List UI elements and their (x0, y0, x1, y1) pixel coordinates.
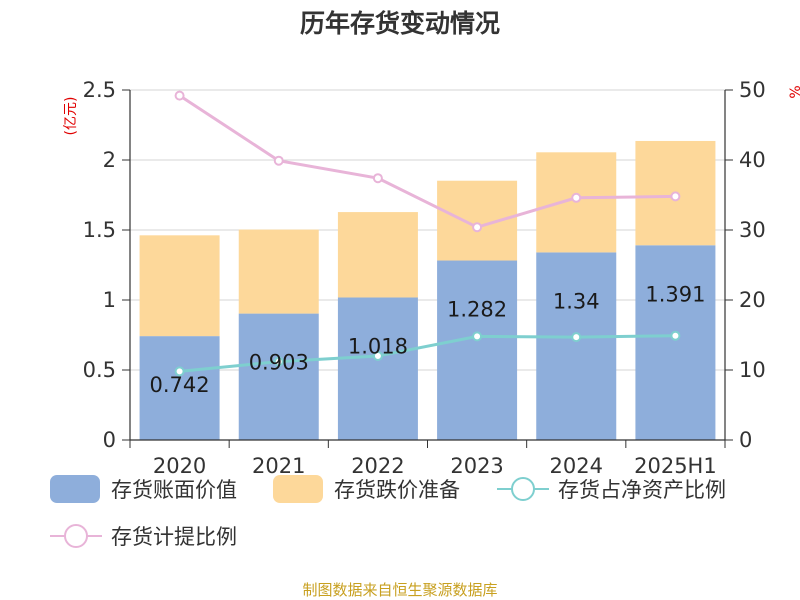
legend-label: 存货跌价准备 (334, 478, 460, 502)
left-tick-label: 0.5 (83, 358, 116, 382)
series-point (670, 191, 681, 202)
left-tick-label: 0 (103, 428, 116, 452)
source-note: 制图数据来自恒生聚源数据库 (302, 581, 497, 599)
left-axis-unit: (亿元) (63, 97, 79, 136)
right-tick-label: 20 (739, 288, 766, 312)
axes: 0 0.5 1 1.5 2 2.5 0 10 20 30 40 50 2020 2021 2022 2023 2… (83, 78, 766, 478)
right-tick-label: 0 (739, 428, 752, 452)
bar-segment (238, 229, 319, 314)
bar-segment (139, 336, 220, 440)
left-tick-label: 1 (103, 288, 116, 312)
bar-data-label: 0.903 (249, 351, 309, 375)
x-tick-label: 2020 (153, 454, 206, 478)
series-point (472, 331, 483, 342)
series-point (571, 332, 582, 343)
left-tick-label: 2.5 (83, 78, 116, 102)
series-point (174, 90, 185, 101)
bar-segment (536, 252, 617, 440)
series-point (174, 366, 185, 377)
bar-segment (139, 235, 220, 337)
chart-title: 历年存货变动情况 (300, 9, 500, 38)
bar-segment (437, 180, 518, 261)
right-tick-label: 10 (739, 358, 766, 382)
x-tick-label: 2024 (550, 454, 603, 478)
right-tick-label: 40 (739, 148, 766, 172)
series-point (372, 351, 383, 361)
bar-segment (437, 260, 518, 440)
x-tick-label: 2025H1 (634, 454, 717, 478)
bar-data-label: 1.391 (645, 282, 705, 306)
legend-marker (64, 524, 88, 548)
bar-layer (139, 140, 716, 440)
bar-segment (635, 245, 716, 440)
bar-segment (337, 212, 418, 298)
series-point (472, 222, 483, 233)
right-tick-label: 30 (739, 218, 766, 242)
legend-label: 存货占净资产比例 (558, 478, 726, 502)
bar-data-label: 1.34 (553, 289, 600, 313)
bar-segment (238, 313, 319, 440)
right-axis-unit: % (788, 85, 800, 98)
x-tick-label: 2022 (351, 454, 404, 478)
legend-marker (511, 477, 535, 501)
x-tick-label: 2023 (450, 454, 503, 478)
left-tick-label: 2 (103, 148, 116, 172)
legend-label: 存货账面价值 (111, 478, 237, 502)
series-line (179, 334, 676, 373)
legend-swatch (50, 475, 100, 503)
legend-label: 存货计提比例 (111, 525, 237, 549)
x-tick-label: 2021 (252, 454, 305, 478)
bar-data-label: 1.282 (447, 298, 507, 322)
legend-swatch (273, 475, 323, 503)
right-tick-label: 50 (739, 78, 766, 102)
series-line (178, 94, 676, 229)
series-point (372, 173, 383, 184)
left-tick-label: 1.5 (83, 218, 116, 242)
bar-data-label: 1.018 (348, 334, 408, 358)
gridlines (130, 89, 725, 371)
series-point (571, 192, 582, 203)
series-point (273, 155, 284, 166)
line-layer (174, 90, 681, 377)
data-labels: 0.742 0.903 1.018 1.282 1.34 1.391 (150, 282, 706, 397)
series-point (273, 356, 284, 367)
bar-data-label: 0.742 (150, 373, 210, 397)
bar-segment (337, 297, 418, 440)
series-point (670, 330, 681, 341)
